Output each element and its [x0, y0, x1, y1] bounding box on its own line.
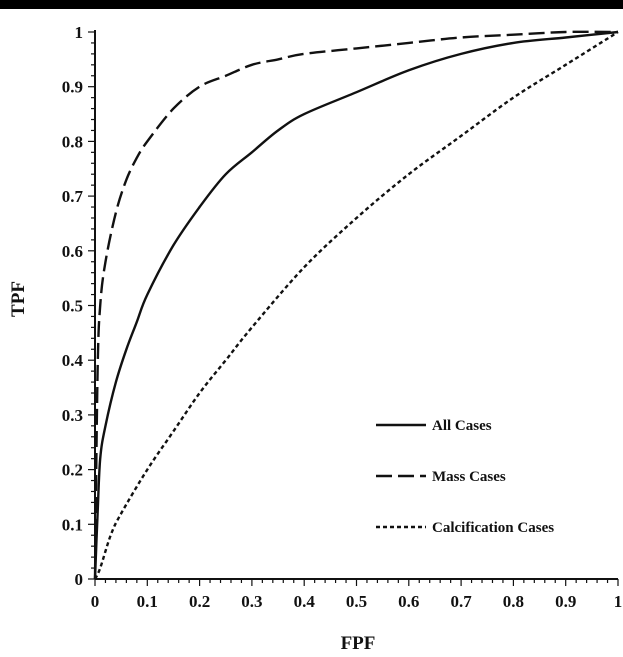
series-line: [93, 30, 619, 580]
x-tick-label: 0.8: [503, 592, 524, 611]
y-tick-label: 0.2: [62, 461, 83, 480]
y-tick-label: 0.4: [62, 351, 84, 370]
y-axis-title: TPF: [8, 281, 29, 317]
legend-label: Mass Cases: [432, 469, 506, 485]
series-line: [93, 30, 619, 580]
y-tick-label: 1: [75, 23, 84, 42]
tick-labels: 0 0.1 0.2 0.3 0.4 0.5 0.6 0.7 0.8 0.9 1 0 0.1 0.2 0.3 0…: [62, 23, 623, 611]
y-tick-label: 0: [75, 570, 84, 589]
x-axis-title: FPF: [341, 633, 376, 654]
x-tick-label: 1: [614, 592, 623, 611]
x-tick-label: 0.1: [137, 592, 158, 611]
x-tick-label: 0.9: [555, 592, 576, 611]
y-tick-label: 0.7: [62, 187, 84, 206]
axes: [88, 30, 619, 586]
y-tick-label: 0.6: [62, 242, 83, 261]
x-tick-label: 0.6: [398, 592, 419, 611]
top-band: [0, 0, 623, 9]
x-tick-label: 0.3: [241, 592, 262, 611]
y-tick-label: 0.9: [62, 78, 83, 97]
x-tick-label: 0: [91, 592, 100, 611]
y-tick-label: 0.3: [62, 406, 83, 425]
x-tick-label: 0.2: [189, 592, 210, 611]
y-tick-label: 0.1: [62, 515, 83, 534]
x-tick-label: 0.7: [450, 592, 472, 611]
series-layer: [93, 30, 619, 580]
x-tick-label: 0.4: [294, 592, 316, 611]
y-tick-label: 0.8: [62, 132, 83, 151]
legend-label: Calcification Cases: [432, 520, 554, 536]
x-tick-label: 0.5: [346, 592, 367, 611]
legend-label: All Cases: [432, 418, 492, 434]
series-line: [93, 30, 619, 580]
y-tick-label: 0.5: [62, 297, 83, 316]
legend: All Cases Mass Cases Calcification Cases: [376, 418, 554, 536]
